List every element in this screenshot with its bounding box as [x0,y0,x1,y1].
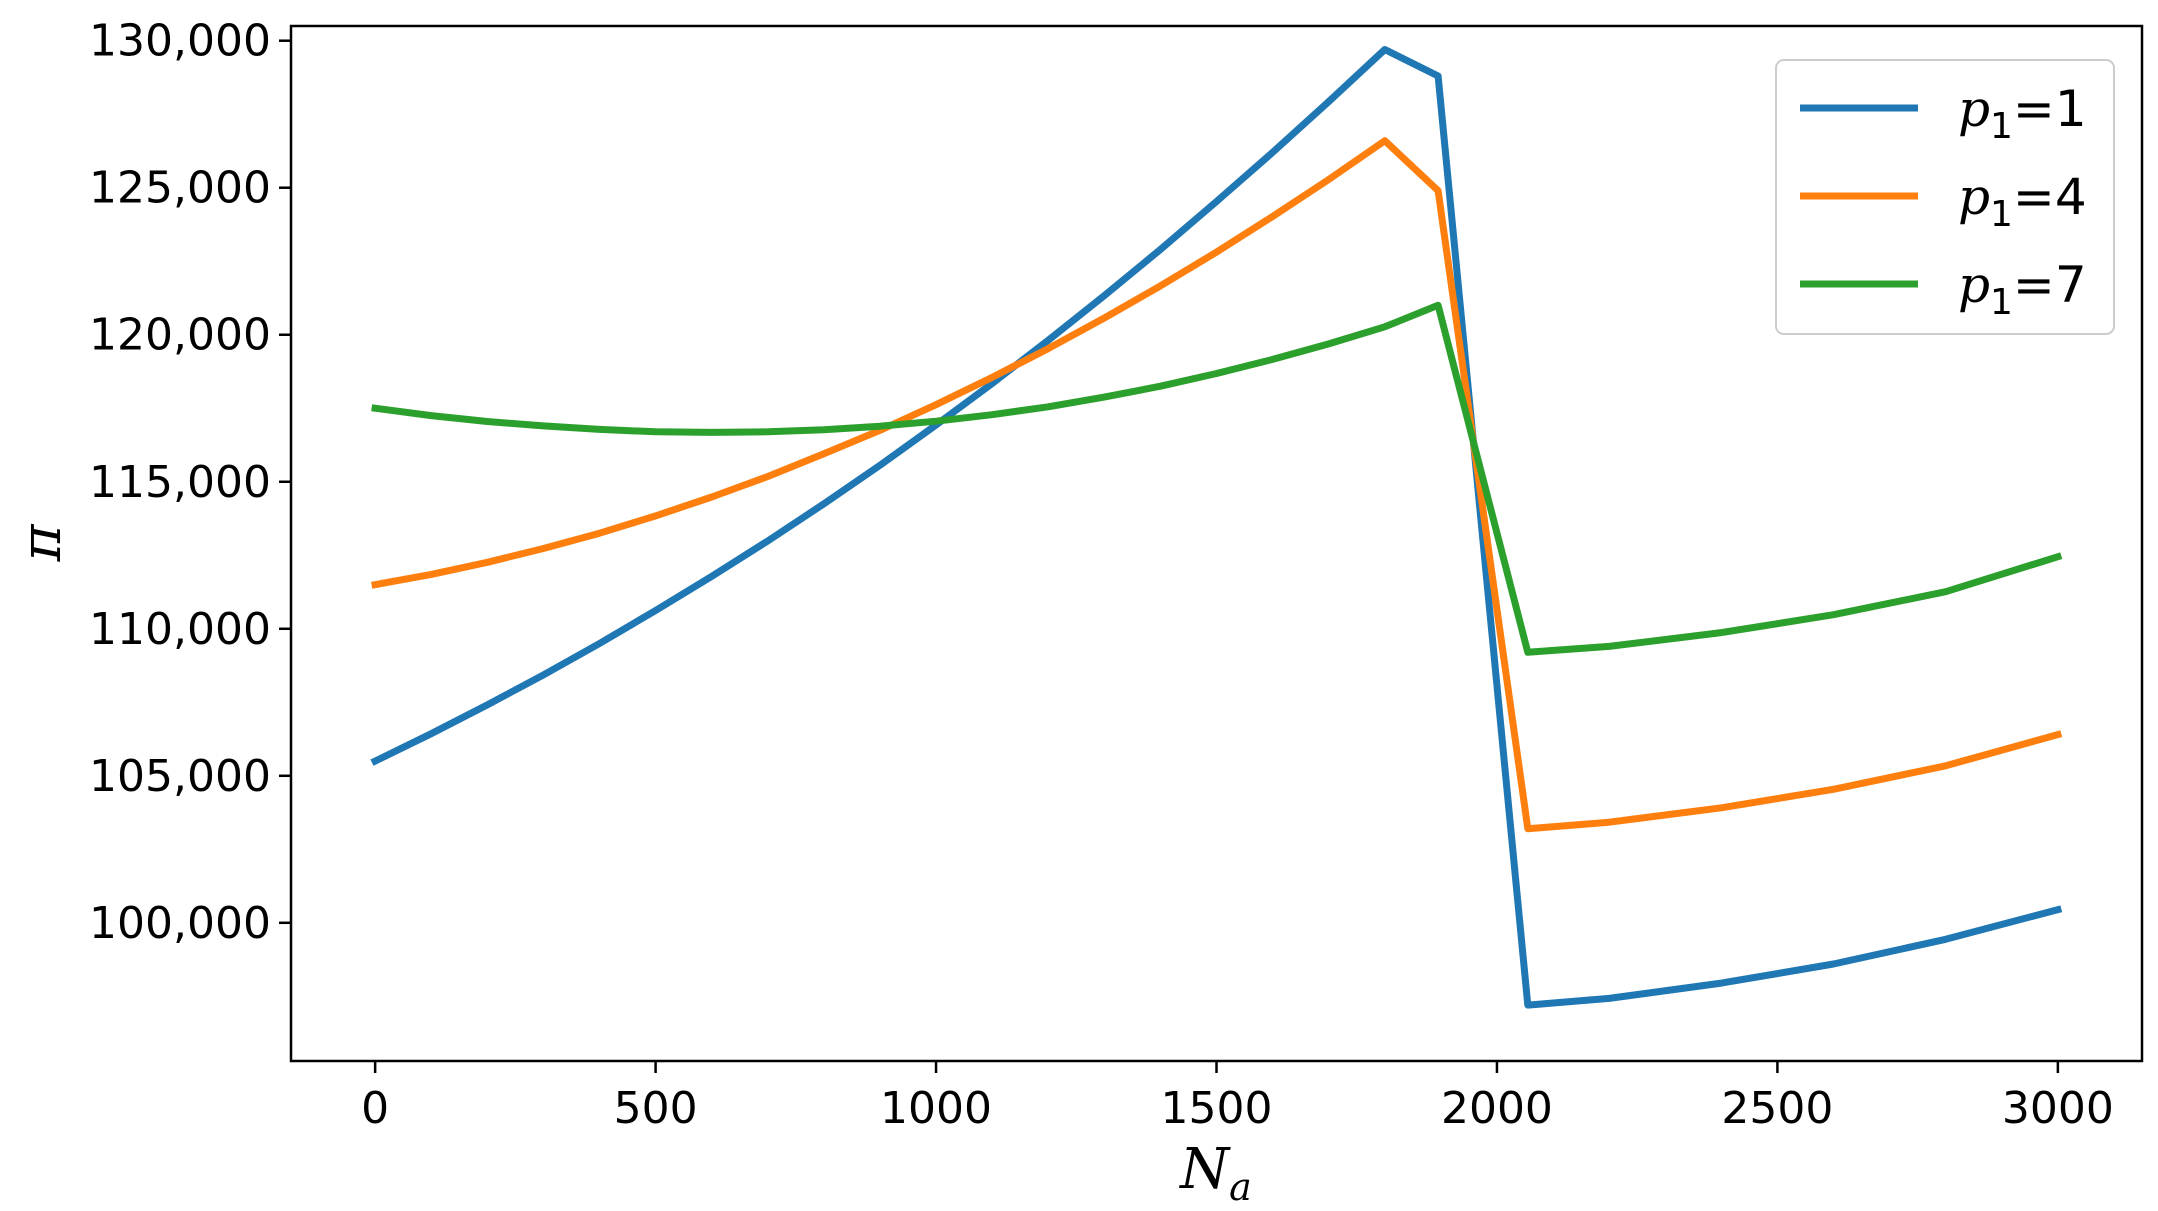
y-tick-label: 125,000 [89,163,271,214]
x-tick-label: 0 [361,1083,389,1134]
y-tick-label: 115,000 [89,457,271,508]
y-tick-label: 100,000 [89,898,271,949]
series-line-3 [371,301,2063,656]
x-axis: 0 500 1000 1500 2000 2500 3000 [361,1061,2114,1134]
x-axis-label-subscript: a [1229,1165,1252,1209]
series-line-1 [370,46,2063,1009]
x-tick-label: 1500 [1161,1083,1273,1134]
y-axis-label: π [9,523,74,562]
y-tick-label: 130,000 [89,16,271,67]
series-line-2 [371,137,2063,833]
legend: p1=1 p1=4 p1=7 [1775,59,2115,335]
x-tick-label: 1000 [880,1083,992,1134]
legend-label-3: p1=7 [1958,256,2087,323]
y-axis: 100,000 105,000 110,000 115,000 120,000 125,0… [89,16,291,949]
x-tick-label: 2500 [1721,1083,1833,1134]
x-tick-label: 500 [614,1083,698,1134]
x-tick-label: 2000 [1441,1083,1553,1134]
y-tick-label: 105,000 [89,751,271,802]
legend-label-1: p1=1 [1958,80,2087,147]
y-tick-label: 120,000 [89,310,271,361]
x-tick-label: 3000 [2002,1083,2114,1134]
y-tick-label: 110,000 [89,604,271,655]
legend-label-2: p1=4 [1958,168,2087,235]
x-axis-label: Na [1178,1137,1252,1209]
plot-lines [370,46,2063,1009]
legend-frame [1775,59,2115,335]
